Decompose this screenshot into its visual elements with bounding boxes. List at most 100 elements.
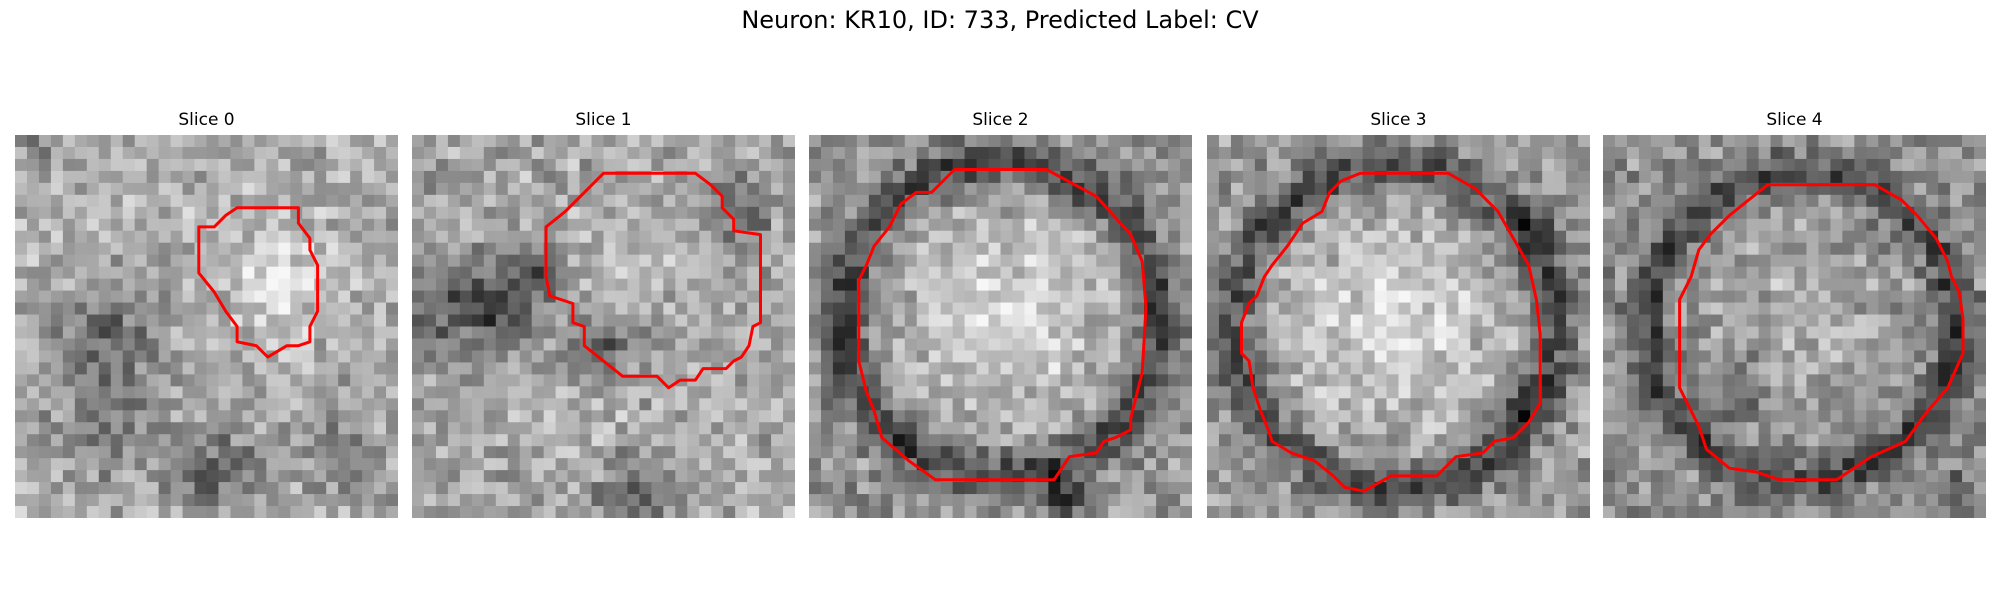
pixel xyxy=(26,446,40,459)
pixel xyxy=(699,326,712,340)
pixel xyxy=(1482,182,1495,196)
pixel xyxy=(158,506,172,518)
pixel xyxy=(350,266,363,280)
pixel xyxy=(940,230,954,244)
pixel xyxy=(1578,434,1590,447)
pixel xyxy=(1302,230,1316,244)
pixel xyxy=(1350,230,1364,244)
pixel xyxy=(771,434,784,447)
pixel xyxy=(1024,146,1038,160)
pixel xyxy=(1326,326,1340,340)
pixel xyxy=(723,302,736,316)
pixel xyxy=(38,386,52,399)
pixel xyxy=(1144,434,1157,447)
pixel xyxy=(723,170,736,184)
pixel xyxy=(699,218,712,232)
pixel xyxy=(1458,290,1471,304)
pixel xyxy=(856,146,870,160)
pixel xyxy=(771,470,784,483)
pixel xyxy=(1662,458,1676,471)
pixel xyxy=(651,194,664,208)
pixel xyxy=(783,422,795,435)
pixel xyxy=(1386,218,1400,232)
pixel xyxy=(1818,170,1832,184)
pixel xyxy=(567,290,581,304)
pixel xyxy=(1638,230,1652,244)
pixel xyxy=(1048,362,1061,375)
pixel xyxy=(1434,182,1447,196)
pixel xyxy=(1842,314,1855,328)
pixel xyxy=(1818,194,1832,208)
pixel xyxy=(1374,135,1388,148)
pixel xyxy=(1230,494,1244,507)
pixel xyxy=(1278,422,1292,435)
pixel xyxy=(62,362,76,375)
pixel xyxy=(62,170,76,184)
pixel xyxy=(435,422,449,435)
pixel xyxy=(471,158,485,172)
pixel xyxy=(1446,362,1459,375)
pixel xyxy=(483,146,497,160)
pixel xyxy=(182,326,196,340)
pixel xyxy=(206,362,220,375)
pixel xyxy=(362,230,375,244)
pixel xyxy=(1482,398,1495,411)
pixel xyxy=(1180,326,1192,340)
pixel xyxy=(1650,302,1664,316)
pixel xyxy=(1012,446,1026,459)
pixel xyxy=(952,242,966,256)
pixel xyxy=(627,194,641,208)
pixel xyxy=(1302,170,1316,184)
pixel xyxy=(412,158,425,172)
pixel xyxy=(1554,170,1567,184)
pixel xyxy=(844,410,858,423)
pixel xyxy=(98,242,112,256)
pixel xyxy=(1410,302,1424,316)
pixel xyxy=(1422,266,1436,280)
pixel xyxy=(615,278,629,292)
pixel xyxy=(916,266,930,280)
pixel xyxy=(1878,326,1891,340)
pixel xyxy=(1362,135,1376,148)
pixel xyxy=(230,386,244,399)
pixel xyxy=(1266,290,1280,304)
pixel xyxy=(74,482,88,495)
pixel xyxy=(1746,278,1760,292)
pixel xyxy=(639,135,652,148)
pixel xyxy=(1386,446,1400,459)
pixel xyxy=(1060,146,1073,160)
pixel xyxy=(338,458,351,471)
pixel xyxy=(1132,458,1145,471)
pixel xyxy=(122,326,136,340)
pixel xyxy=(1024,458,1038,471)
pixel xyxy=(507,158,521,172)
pixel xyxy=(1722,422,1736,435)
pixel xyxy=(1458,398,1471,411)
pixel xyxy=(579,206,593,220)
pixel xyxy=(531,170,545,184)
pixel xyxy=(579,410,593,423)
pixel xyxy=(507,146,521,160)
pixel xyxy=(892,135,906,148)
pixel xyxy=(158,194,172,208)
pixel xyxy=(699,182,712,196)
pixel xyxy=(26,254,40,268)
pixel xyxy=(1854,266,1867,280)
pixel xyxy=(158,362,172,375)
pixel xyxy=(495,278,509,292)
pixel xyxy=(254,314,267,328)
pixel xyxy=(1350,135,1364,148)
pixel xyxy=(699,290,712,304)
pixel xyxy=(1084,398,1097,411)
pixel xyxy=(976,254,990,268)
pixel xyxy=(1410,218,1424,232)
pixel xyxy=(844,458,858,471)
pixel xyxy=(170,362,184,375)
pixel xyxy=(158,410,172,423)
pixel xyxy=(687,146,700,160)
pixel xyxy=(1482,434,1495,447)
pixel xyxy=(495,182,509,196)
pixel xyxy=(699,135,712,148)
pixel xyxy=(1374,506,1388,518)
pixel xyxy=(242,386,255,399)
